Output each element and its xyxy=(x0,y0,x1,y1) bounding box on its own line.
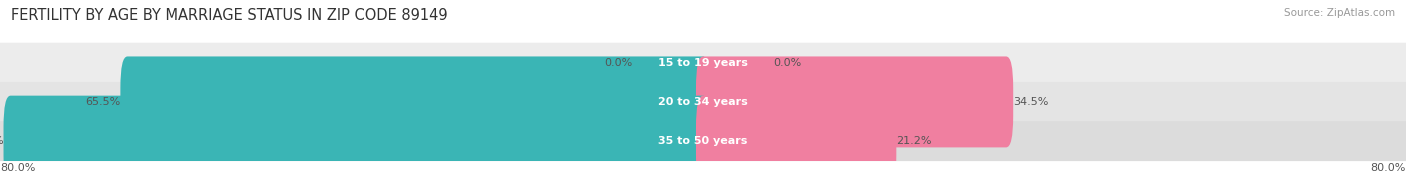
FancyBboxPatch shape xyxy=(0,43,1406,83)
Text: 20 to 34 years: 20 to 34 years xyxy=(658,97,748,107)
Text: 78.8%: 78.8% xyxy=(0,136,4,146)
Text: FERTILITY BY AGE BY MARRIAGE STATUS IN ZIP CODE 89149: FERTILITY BY AGE BY MARRIAGE STATUS IN Z… xyxy=(11,8,449,23)
Text: 0.0%: 0.0% xyxy=(605,58,633,68)
Text: 34.5%: 34.5% xyxy=(1014,97,1049,107)
FancyBboxPatch shape xyxy=(696,56,1014,147)
FancyBboxPatch shape xyxy=(121,56,710,147)
Text: 35 to 50 years: 35 to 50 years xyxy=(658,136,748,146)
Text: 21.2%: 21.2% xyxy=(897,136,932,146)
Text: Source: ZipAtlas.com: Source: ZipAtlas.com xyxy=(1284,8,1395,18)
FancyBboxPatch shape xyxy=(0,82,1406,122)
FancyBboxPatch shape xyxy=(4,96,710,187)
FancyBboxPatch shape xyxy=(696,96,897,187)
Text: 80.0%: 80.0% xyxy=(0,163,35,173)
FancyBboxPatch shape xyxy=(0,121,1406,161)
Text: 65.5%: 65.5% xyxy=(86,97,121,107)
Text: 0.0%: 0.0% xyxy=(773,58,801,68)
Text: 80.0%: 80.0% xyxy=(1371,163,1406,173)
Text: 15 to 19 years: 15 to 19 years xyxy=(658,58,748,68)
